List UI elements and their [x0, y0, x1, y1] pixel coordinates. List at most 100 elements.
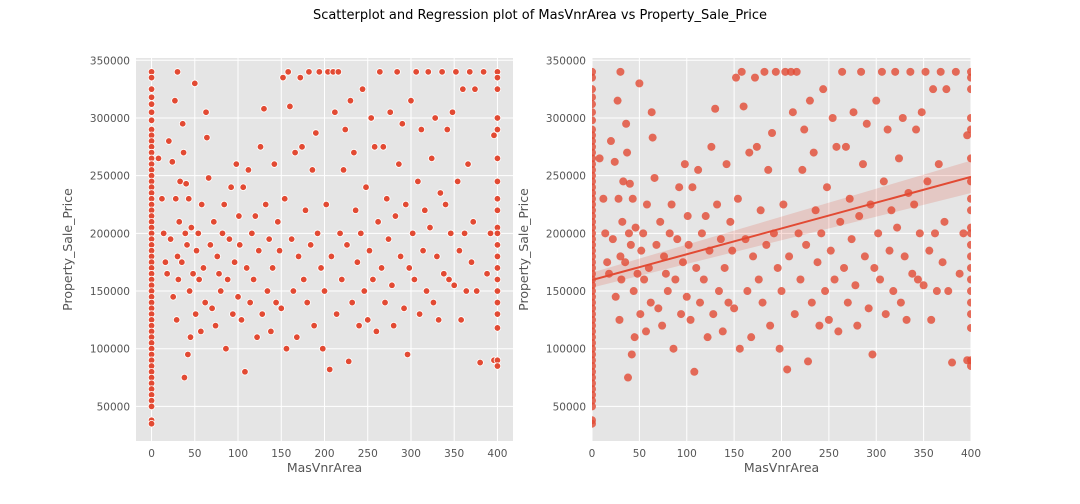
scatter-point: [402, 200, 410, 209]
scatter-point: [417, 125, 426, 134]
scatter-point: [343, 241, 351, 249]
regplot-point: [592, 85, 596, 94]
regplot-point: [889, 287, 898, 296]
regplot-point: [845, 194, 854, 203]
scatter-point: [185, 195, 193, 203]
regplot-point: [592, 73, 596, 82]
regplot-point: [743, 287, 752, 296]
scatter-point: [294, 252, 303, 261]
scatter-point: [325, 365, 334, 374]
scatter-point: [493, 362, 502, 370]
regplot-point: [805, 96, 814, 105]
scatter-point: [174, 275, 183, 284]
regplot-point: [843, 298, 852, 307]
regression-line: [592, 175, 971, 282]
regplot-x-tick-label: 400: [961, 448, 981, 460]
regplot-point: [613, 96, 622, 105]
regplot-point: [849, 108, 858, 117]
scatter-point: [191, 310, 200, 318]
scatter-point: [147, 73, 156, 82]
regplot-point: [667, 200, 676, 209]
scatter-point: [306, 241, 315, 249]
scatter-point: [372, 327, 381, 336]
scatter-point: [379, 143, 387, 151]
regplot-point: [967, 113, 971, 122]
regplot-point: [809, 148, 818, 157]
regplot-point: [830, 275, 839, 284]
regplot-point: [768, 128, 777, 137]
regplot-point: [680, 160, 689, 169]
regplot-point: [858, 160, 867, 169]
scatter-point: [320, 287, 329, 295]
scatter-point: [183, 241, 191, 249]
scatter-point: [270, 160, 279, 168]
scatter-point: [206, 241, 215, 249]
regplot-point: [881, 310, 890, 319]
scatter-point: [154, 154, 163, 163]
scatter-point: [493, 264, 502, 272]
scatter-point: [237, 316, 246, 324]
regplot-point: [660, 252, 669, 261]
regplot-point: [642, 200, 651, 209]
scatter-y-tick-label: 50000: [97, 401, 130, 413]
regplot-point: [967, 85, 971, 94]
regplot-point: [595, 154, 604, 163]
regplot-point: [913, 275, 922, 284]
regplot-point: [750, 73, 759, 82]
scatter-point: [493, 252, 502, 261]
scatter-point: [147, 419, 156, 428]
regplot-point: [891, 67, 900, 76]
regplot-point: [592, 419, 596, 428]
regplot-point: [752, 142, 761, 151]
regplot-point: [807, 298, 816, 307]
regression-plot-panel: 0 50 100 150 200 250 300 350 400 50000 100000 15000…: [516, 55, 981, 475]
scatter-point: [284, 68, 292, 76]
scatter-point: [218, 229, 227, 238]
scatter-point: [229, 310, 237, 318]
scatter-point: [286, 102, 294, 111]
scatter-point: [312, 129, 320, 137]
regplot-point: [618, 217, 627, 226]
scatter-point: [279, 73, 287, 82]
regplot-point: [633, 269, 642, 278]
scatter-point: [443, 125, 451, 134]
scatter-point: [248, 229, 256, 238]
scatter-point: [186, 333, 195, 341]
regplot-point: [766, 321, 775, 330]
scatter-point: [419, 246, 427, 255]
scatter-point: [421, 206, 429, 214]
scatterplot-panel: 0 50 100 150 200 250 300 350 400 50000 100000 15000…: [60, 55, 513, 475]
regplot-point: [726, 217, 735, 226]
regplot-point: [783, 365, 792, 374]
regplot-point: [760, 67, 769, 76]
scatter-point: [384, 235, 393, 243]
scatter-point: [230, 258, 239, 266]
scatter-point: [367, 114, 375, 122]
regplot-point: [684, 240, 693, 249]
regplot-point: [714, 287, 723, 296]
scatter-point: [426, 223, 434, 232]
regplot-point: [630, 333, 639, 342]
scatter-point: [428, 154, 436, 163]
scatter-point: [459, 85, 467, 93]
scatter-point: [493, 310, 502, 318]
scatter-point: [180, 373, 189, 382]
scatter-point: [172, 316, 181, 324]
scatter-point: [308, 166, 317, 174]
regplot-y-tick-label: 250000: [546, 171, 586, 183]
regplot-point: [894, 154, 903, 163]
scatter-point: [348, 298, 356, 307]
regplot-point: [601, 229, 610, 238]
regplot-point: [628, 194, 637, 203]
regplot-point: [847, 235, 856, 244]
scatter-point: [187, 223, 196, 232]
scatter-point: [169, 293, 177, 301]
regplot-point: [728, 246, 737, 255]
scatter-point: [178, 120, 187, 128]
scatter-point: [227, 183, 235, 191]
scatter-point: [147, 116, 156, 124]
scatter-point: [410, 275, 419, 284]
scatter-point: [493, 114, 502, 122]
scatter-point: [457, 316, 465, 324]
regplot-point: [936, 67, 945, 76]
